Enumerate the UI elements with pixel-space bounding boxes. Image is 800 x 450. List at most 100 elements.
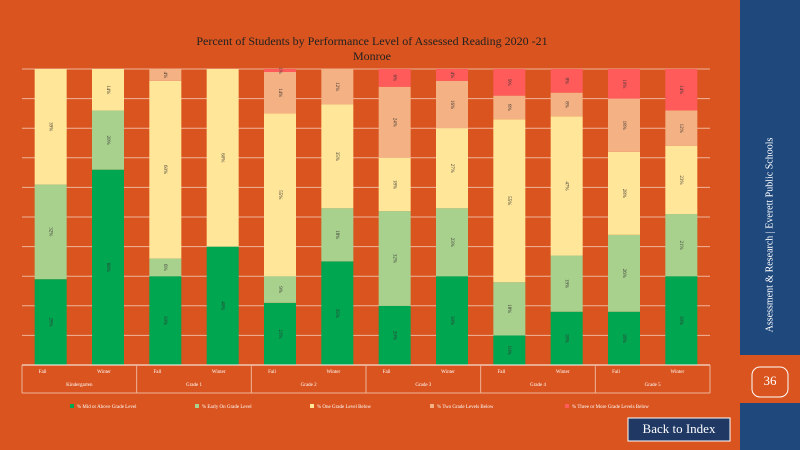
data-label: 18% (392, 180, 397, 189)
bar-segment (92, 110, 124, 170)
group-label: Grade 4 (530, 383, 546, 388)
bar-segment (321, 104, 354, 209)
bar-segment (92, 69, 124, 111)
data-label: 6% (162, 264, 167, 271)
data-label: 19% (564, 279, 569, 288)
bar-segment (493, 95, 526, 120)
bar-segment (378, 305, 411, 365)
bar-segment (608, 234, 640, 312)
legend-swatch (310, 404, 314, 408)
group-label: Grade 1 (186, 383, 202, 388)
data-label: 47% (564, 181, 569, 190)
sidebar-bottom (740, 403, 800, 450)
data-label: 18% (506, 304, 511, 313)
x-tick-label: Fall (268, 370, 276, 375)
data-label: 40% (220, 301, 225, 310)
data-label: 14% (678, 85, 683, 94)
data-label: 9% (506, 79, 511, 86)
bar-segment (378, 157, 411, 212)
bar-segment (206, 69, 239, 247)
bar-segment (34, 184, 67, 280)
x-tick-label: Fall (497, 370, 505, 375)
bar-segment (493, 282, 526, 336)
group-label: Grade 3 (415, 383, 431, 388)
bar-segment (321, 69, 354, 105)
bar-segment (550, 92, 583, 117)
bar-segment (206, 246, 239, 365)
data-label: 39% (48, 122, 53, 131)
bar-segment (321, 208, 354, 262)
data-label: 60% (162, 165, 167, 174)
sidebar (740, 0, 800, 355)
data-label: 32% (392, 254, 397, 263)
bar-segment (550, 311, 583, 365)
data-label: 18% (334, 230, 339, 239)
data-label: 66% (105, 263, 110, 272)
bar-segment (665, 214, 698, 277)
bar-segment (378, 69, 411, 87)
data-label: 12% (334, 82, 339, 91)
bar-segment (665, 145, 698, 215)
bar-segment (378, 86, 411, 158)
data-label: 18% (621, 334, 626, 343)
data-label: 8% (506, 104, 511, 111)
bar-segment (550, 255, 583, 312)
legend-label: % Two Grade Levels Below (437, 405, 494, 410)
legend-swatch (195, 404, 199, 408)
bar-segment (608, 151, 640, 235)
data-label: 4% (162, 72, 167, 79)
legend-label: % Three or More Grade Levels Below (572, 405, 649, 410)
chart-subtitle: Monroe (353, 49, 391, 63)
bar-segment (264, 276, 296, 303)
bar-segment (550, 69, 583, 93)
data-label: 24% (392, 118, 397, 127)
legend-label: % One Grade Level Below (317, 405, 372, 410)
bar-segment (608, 98, 640, 152)
bar-segment (665, 69, 698, 111)
chart-title: Percent of Students by Performance Level… (196, 34, 547, 48)
legend-label: % Early On Grade Level (202, 405, 252, 410)
bar-segment (92, 169, 124, 365)
data-label: 55% (277, 190, 282, 199)
bar-segment (149, 258, 182, 277)
x-tick-label: Fall (612, 370, 620, 375)
data-label: 23% (678, 175, 683, 184)
bar-segment (665, 276, 698, 365)
bar-segment (149, 69, 182, 81)
back-button-label[interactable]: Back to Index (643, 421, 716, 436)
bar-segment (436, 80, 468, 129)
legend-swatch (70, 404, 74, 408)
page-box (751, 366, 789, 398)
data-label: 20% (105, 135, 110, 144)
bar-segment (436, 128, 468, 209)
bar-segment (436, 69, 468, 81)
data-label: 35% (334, 152, 339, 161)
bar-segment (493, 69, 526, 96)
data-label: 10% (506, 346, 511, 355)
x-tick-label: Winter (97, 370, 111, 375)
bar-segment (34, 279, 67, 365)
data-label: 60% (220, 153, 225, 162)
bar-segment (493, 119, 526, 283)
x-tick-label: Winter (670, 370, 684, 375)
back-button[interactable] (627, 417, 731, 442)
data-label: 18% (564, 334, 569, 343)
bar-segment (550, 116, 583, 256)
data-label: 26% (621, 269, 626, 278)
data-label: 16% (449, 100, 454, 109)
data-label: 4% (449, 72, 454, 79)
bar-segment (436, 276, 468, 365)
bar-segment (608, 69, 640, 99)
bar-segment (493, 335, 526, 365)
data-label: 27% (449, 164, 454, 173)
data-label: 32% (48, 227, 53, 236)
data-label: 30% (449, 316, 454, 325)
bar-segment (149, 80, 182, 259)
bar-segment (321, 261, 354, 365)
group-label: Kindergarten (66, 383, 93, 388)
bar-segment (264, 113, 296, 277)
data-label: 18% (621, 121, 626, 130)
data-label: 1% (277, 67, 282, 74)
group-label: Grade 5 (645, 383, 661, 388)
